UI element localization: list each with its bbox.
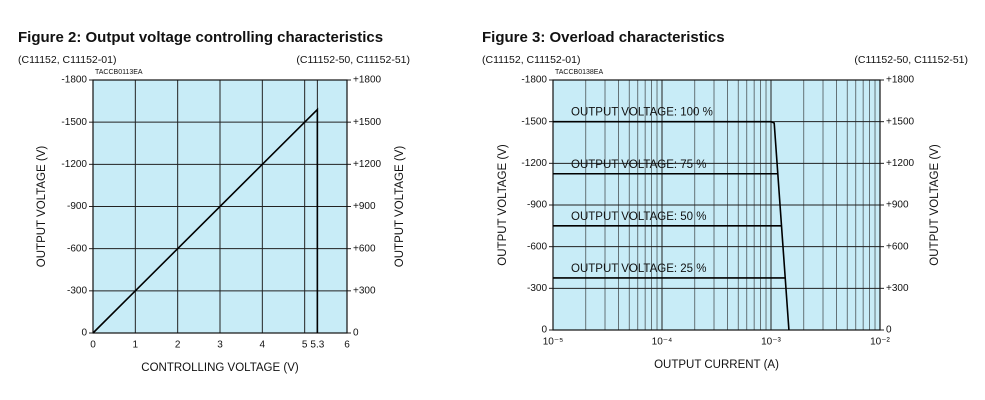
y-tick-label: -1500: [521, 116, 547, 127]
y-tick-label: -600: [527, 241, 547, 252]
y-tick-label: -900: [67, 201, 87, 212]
y2-tick-label: 0: [353, 328, 359, 339]
x-tick-label: 4: [260, 340, 266, 351]
y-tick-label: -1200: [61, 159, 87, 170]
y2-tick-label: +1200: [886, 158, 915, 169]
chart-title: Figure 2: Output voltage controlling cha…: [18, 29, 383, 46]
figure-code: TACCB0113EA: [95, 69, 143, 76]
x-tick-label: 5.3: [310, 340, 324, 351]
y2-tick-label: +300: [353, 285, 376, 296]
y2-tick-label: +1800: [353, 75, 382, 86]
y-tick-label: -1800: [521, 75, 547, 86]
y2-tick-label: +900: [353, 201, 376, 212]
series-label: OUTPUT VOLTAGE: 50 %: [571, 211, 706, 223]
plot-frame: [92, 79, 348, 334]
y-tick-label: -900: [527, 200, 547, 211]
y-tick-label: -1500: [61, 117, 87, 128]
x-tick-label: 2: [175, 340, 181, 351]
x-tick-label: 6: [344, 340, 350, 351]
y2-tick-label: +300: [886, 283, 909, 294]
data-line: [92, 107, 319, 334]
series-label: OUTPUT VOLTAGE: 75 %: [571, 159, 706, 171]
subtitle-left: (C11152, C11152-01): [18, 54, 116, 66]
y-tick-label: -300: [527, 283, 547, 294]
subtitle-left: (C11152, C11152-01): [482, 54, 580, 66]
y2-tick-label: +600: [886, 241, 909, 252]
y2-tick-label: +1500: [886, 116, 915, 127]
subtitle-right: (C11152-50, C11152-51): [296, 54, 410, 66]
chart-title: Figure 3: Overload characteristics: [482, 29, 725, 46]
x-tick-label: 10⁻⁴: [652, 337, 673, 348]
y2-axis-title: OUTPUT VOLTAGE (V): [929, 144, 941, 266]
y2-axis-title: OUTPUT VOLTAGE (V): [394, 146, 406, 268]
x-tick-label: 3: [217, 340, 223, 351]
y-axis-title: OUTPUT VOLTAGE (V): [36, 146, 48, 268]
y2-tick-label: +600: [353, 243, 376, 254]
y-tick-label: -1800: [61, 75, 87, 86]
x-axis-title: OUTPUT CURRENT (A): [654, 359, 779, 371]
x-tick-label: 10⁻²: [870, 337, 890, 348]
x-tick-label: 10⁻⁵: [543, 337, 564, 348]
y2-tick-label: +1800: [886, 75, 915, 86]
y-tick-label: -300: [67, 285, 87, 296]
series-label: OUTPUT VOLTAGE: 100 %: [571, 107, 713, 119]
x-tick-label: 0: [90, 340, 96, 351]
y2-tick-label: +1500: [353, 117, 382, 128]
plot-frame: [552, 79, 881, 331]
y-tick-label: -1200: [521, 158, 547, 169]
figure-code: TACCB0138EA: [555, 69, 603, 76]
x-tick-label: 10⁻³: [761, 337, 781, 348]
y2-tick-label: +1200: [353, 159, 382, 170]
y-tick-label: 0: [81, 328, 87, 339]
y2-tick-label: 0: [886, 325, 892, 336]
x-axis-title: CONTROLLING VOLTAGE (V): [141, 362, 299, 374]
subtitle-right: (C11152-50, C11152-51): [854, 54, 968, 66]
series-label: OUTPUT VOLTAGE: 25 %: [571, 263, 706, 275]
y-tick-label: -600: [67, 243, 87, 254]
x-tick-label: 5: [302, 340, 308, 351]
y-tick-label: 0: [541, 325, 547, 336]
x-tick-label: 1: [133, 340, 139, 351]
y-axis-title: OUTPUT VOLTAGE (V): [497, 144, 509, 266]
y2-tick-label: +900: [886, 200, 909, 211]
